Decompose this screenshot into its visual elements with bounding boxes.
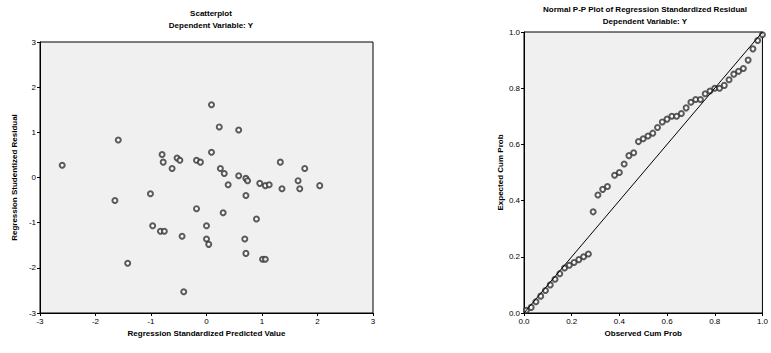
svg-text:2: 2 — [315, 317, 320, 326]
svg-text:-3: -3 — [29, 309, 37, 318]
svg-text:1: 1 — [260, 317, 265, 326]
svg-text:0: 0 — [32, 173, 37, 182]
svg-text:0.2: 0.2 — [566, 317, 578, 326]
svg-text:2: 2 — [32, 83, 37, 92]
svg-text:0.6: 0.6 — [662, 317, 674, 326]
svg-text:Expected Cum Prob: Expected Cum Prob — [496, 134, 505, 210]
svg-text:0.6: 0.6 — [509, 140, 521, 149]
svg-text:1.0: 1.0 — [757, 317, 769, 326]
svg-text:Normal P-P Plot of Regression: Normal P-P Plot of Regression Standardiz… — [543, 5, 747, 14]
svg-text:0.2: 0.2 — [509, 252, 521, 261]
svg-text:Regression Studentized Residua: Regression Studentized Residual — [10, 114, 19, 241]
svg-text:-2: -2 — [29, 263, 37, 272]
svg-text:Regression Standardized Predic: Regression Standardized Predicted Value — [128, 329, 286, 338]
svg-text:3: 3 — [32, 38, 37, 47]
svg-text:Scatterplot: Scatterplot — [190, 9, 232, 18]
svg-text:0: 0 — [204, 317, 209, 326]
svg-text:0.8: 0.8 — [709, 317, 721, 326]
svg-text:0.0: 0.0 — [508, 308, 520, 318]
svg-text:1.0: 1.0 — [509, 28, 521, 37]
svg-text:0.4: 0.4 — [614, 317, 626, 326]
svg-text:0.0: 0.0 — [518, 317, 530, 326]
svg-text:-1: -1 — [147, 317, 155, 326]
svg-text:-1: -1 — [29, 218, 37, 227]
svg-text:3: 3 — [371, 317, 376, 326]
svg-text:Observed Cum Prob: Observed Cum Prob — [605, 329, 682, 338]
svg-text:Dependent Variable: Y: Dependent Variable: Y — [603, 17, 688, 26]
svg-text:1: 1 — [32, 128, 37, 137]
svg-text:0.4: 0.4 — [509, 196, 521, 205]
svg-text:0.8: 0.8 — [509, 84, 521, 93]
svg-text:-3: -3 — [36, 317, 44, 326]
svg-text:Dependent Variable: Y: Dependent Variable: Y — [169, 21, 254, 30]
svg-text:-2: -2 — [92, 317, 100, 326]
